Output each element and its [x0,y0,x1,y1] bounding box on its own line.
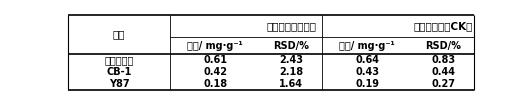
Text: 0.19: 0.19 [355,79,379,89]
Text: 含量/ mg·g⁻¹: 含量/ mg·g⁻¹ [340,41,395,51]
Text: 红花大金元: 红花大金元 [105,55,134,65]
Text: RSD/%: RSD/% [425,41,461,51]
Text: 0.83: 0.83 [431,55,455,65]
Text: RSD/%: RSD/% [273,41,309,51]
Text: 0.18: 0.18 [203,79,227,89]
Text: 0.44: 0.44 [431,67,455,77]
Text: 0.42: 0.42 [203,67,227,77]
Text: 0.61: 0.61 [203,55,227,65]
Text: 液相色谱法（CK）: 液相色谱法（CK） [414,21,473,31]
Text: 2.43: 2.43 [279,55,303,65]
Text: 1.64: 1.64 [279,79,303,89]
Text: 0.64: 0.64 [355,55,379,65]
Text: 0.27: 0.27 [431,79,455,89]
Text: CB-1: CB-1 [106,67,132,77]
Text: 含量/ mg·g⁻¹: 含量/ mg·g⁻¹ [187,41,243,51]
Text: 样品: 样品 [113,29,125,39]
Text: 2.18: 2.18 [279,67,303,77]
Text: Y87: Y87 [109,79,130,89]
Text: 0.43: 0.43 [355,67,379,77]
Text: 紫外光分光光度法: 紫外光分光光度法 [266,21,316,31]
